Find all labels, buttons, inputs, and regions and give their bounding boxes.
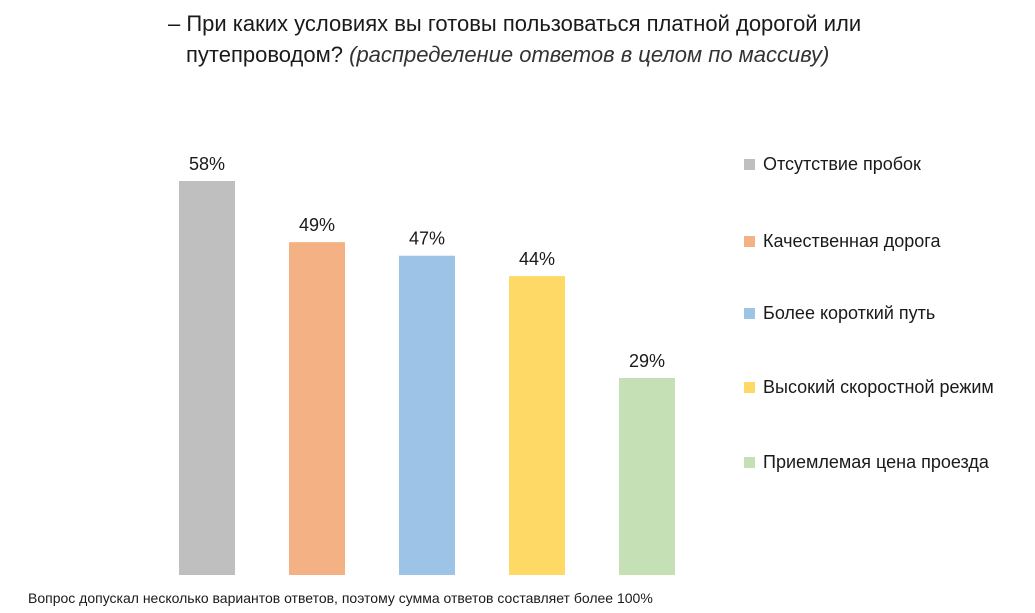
chart-title: – При каких условиях вы готовы пользоват… xyxy=(168,8,928,70)
footnote: Вопрос допускал несколько вариантов отве… xyxy=(28,590,653,606)
legend-item-2: Качественная дорога xyxy=(744,229,940,253)
legend-item-5: Приемлемая цена проезда xyxy=(744,450,989,474)
legend-label-3: Более короткий путь xyxy=(763,302,936,323)
legend-swatch-3 xyxy=(744,307,755,319)
legend-item-3: Более короткий путь xyxy=(744,301,935,325)
title-line-1: – При каких условиях вы готовы пользоват… xyxy=(168,11,862,36)
bar-3 xyxy=(399,255,455,576)
bar-value-label-4: 44% xyxy=(519,249,555,269)
bar-2 xyxy=(289,242,345,575)
legend-label-2: Качественная дорога xyxy=(763,230,941,251)
title-subtitle: (распределение ответов в целом по массив… xyxy=(349,42,830,67)
bar-value-label-2: 49% xyxy=(299,215,335,235)
legend-item-1: Отсутствие пробок xyxy=(744,152,921,176)
legend-label-4: Высокий скоростной режим xyxy=(763,376,994,397)
title-line-2-wrap: путепроводом? (распределение ответов в ц… xyxy=(168,39,928,70)
bar-value-label-5: 29% xyxy=(629,351,665,371)
bar-5 xyxy=(619,378,675,575)
bar-value-label-1: 58% xyxy=(189,154,225,174)
bar-1 xyxy=(179,181,235,575)
bar-4 xyxy=(509,276,565,575)
legend-label-5: Приемлемая цена проезда xyxy=(763,451,989,472)
legend-item-4: Высокий скоростной режим xyxy=(744,375,994,399)
bar-value-label-3: 47% xyxy=(409,229,445,249)
legend-swatch-4 xyxy=(744,381,755,393)
legend-swatch-5 xyxy=(744,456,755,468)
legend-swatch-2 xyxy=(744,235,755,247)
legend-swatch-1 xyxy=(744,158,755,170)
title-line-2: путепроводом? xyxy=(186,42,343,67)
legend-label-1: Отсутствие пробок xyxy=(763,153,921,174)
